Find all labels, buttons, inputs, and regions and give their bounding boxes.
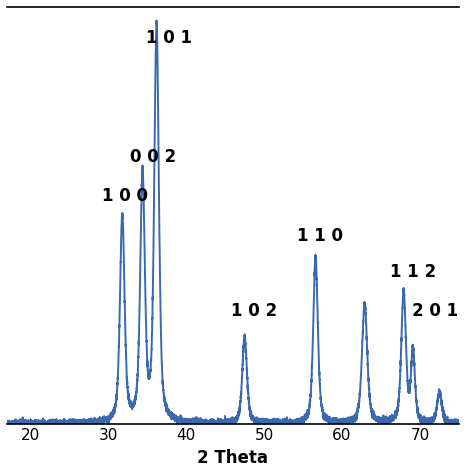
- Text: 1 0 0: 1 0 0: [102, 187, 148, 205]
- Text: 0 0 2: 0 0 2: [130, 148, 176, 166]
- Text: 1 0 1: 1 0 1: [146, 28, 191, 46]
- Text: 1 0 2: 1 0 2: [231, 302, 277, 320]
- Text: 1 1 0: 1 1 0: [297, 227, 343, 245]
- X-axis label: 2 Theta: 2 Theta: [198, 449, 268, 467]
- Text: 1 1 2: 1 1 2: [391, 263, 437, 281]
- Text: 2 0 1: 2 0 1: [412, 302, 458, 320]
